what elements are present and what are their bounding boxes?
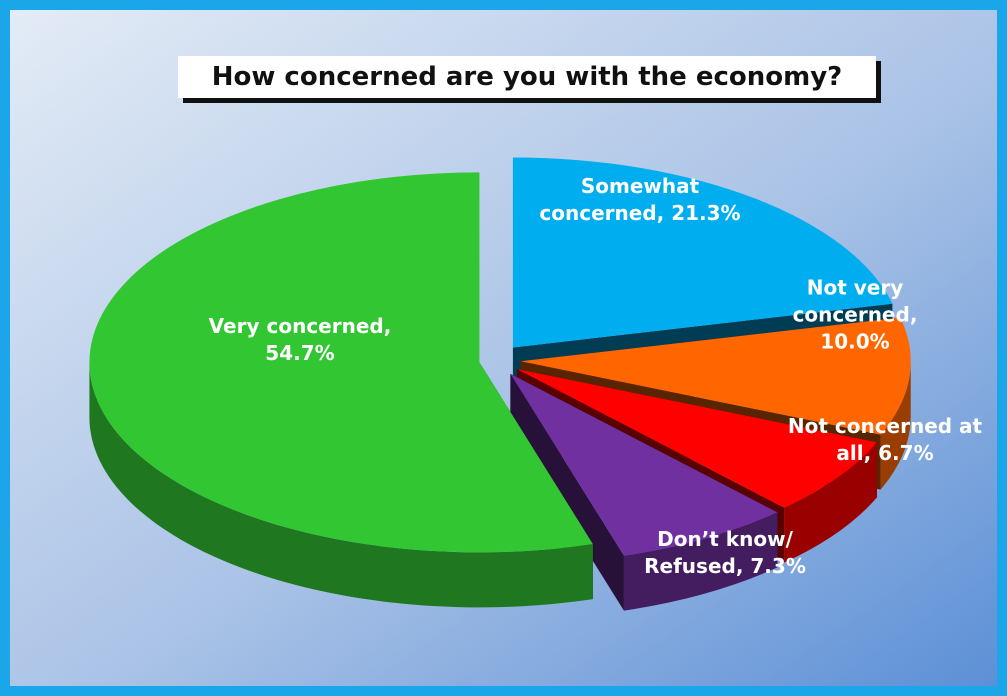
data-label: Somewhat concerned, 21.3%	[539, 174, 741, 225]
slice	[89, 172, 593, 553]
data-label: Not very concerned, 10.0%	[792, 275, 918, 354]
chart-title: How concerned are you with the economy?	[178, 56, 876, 98]
pie	[89, 157, 911, 611]
data-label: Don’t know/ Refused, 7.3%	[644, 527, 806, 578]
slice-wall	[89, 362, 593, 608]
slice	[512, 157, 893, 348]
slice-wall	[784, 442, 877, 563]
slice	[510, 373, 778, 556]
slice-wall	[623, 512, 778, 611]
slice-side	[510, 373, 624, 611]
data-label: Very concerned, 54.7%	[208, 314, 392, 365]
slice	[520, 317, 911, 435]
data-label: Not concerned at all, 6.7%	[787, 414, 983, 465]
slice-wall	[880, 361, 911, 490]
slice	[517, 369, 877, 508]
